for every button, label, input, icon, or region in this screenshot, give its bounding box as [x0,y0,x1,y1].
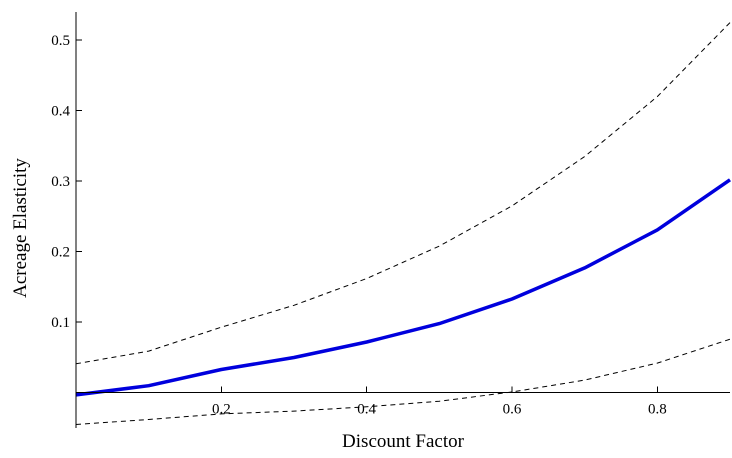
x-tick-label: 0.8 [648,402,667,418]
x-axis-title: Discount Factor [342,431,465,452]
y-tick-label: 0.5 [51,33,70,49]
x-tick-label: 0.4 [357,402,376,418]
y-tick-label: 0.4 [51,104,70,120]
y-tick-label: 0.1 [51,315,70,331]
estimate-line [75,178,731,397]
x-tick-label: 0.2 [212,402,231,418]
y-tick-label: 0.2 [51,245,70,261]
x-tick-label: 0.6 [503,402,522,418]
y-tick-label: 0.3 [51,174,70,190]
axes-layer [75,12,730,428]
ticks-layer: 0.2 0.4 0.6 0.8 0.1 0.2 0.3 0.4 0.5 [51,33,666,418]
series-layer [75,22,731,425]
y-axis-title: Acreage Elasticity [10,158,31,298]
lower-bound-line [75,338,731,425]
upper-bound-line [75,22,731,365]
